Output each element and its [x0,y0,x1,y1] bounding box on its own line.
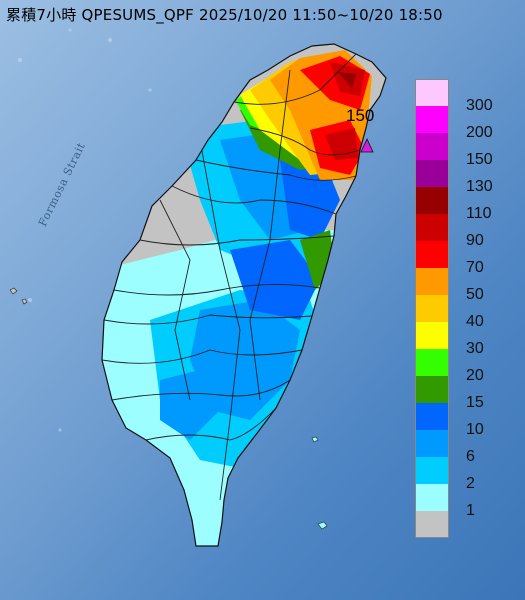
legend-label: 70 [466,259,484,276]
penghu-islands [9,287,28,305]
legend-swatch [415,214,449,241]
legend-swatch [415,295,449,322]
legend-swatch [415,187,449,214]
legend-label: 2 [466,475,475,492]
legend-label: 40 [466,313,484,330]
max-rain-label: 150 [346,106,375,125]
legend-label: 6 [466,448,475,465]
legend-label: 110 [466,205,492,222]
legend-label: 90 [466,232,484,249]
legend-label: 200 [466,124,493,141]
legend-label: 130 [466,178,493,195]
legend-swatch [415,241,449,268]
legend-swatch [415,511,449,538]
legend-swatch [415,403,449,430]
sea-speckles [18,28,152,432]
legend-label: 15 [466,394,484,411]
legend-swatch [415,268,449,295]
legend-swatch [415,79,449,106]
legend-swatch [415,376,449,403]
legend-label: 300 [466,97,493,114]
legend-swatch [415,160,449,187]
max-rain-marker-icon [360,138,374,153]
legend-swatch [415,106,449,133]
legend-swatch [415,457,449,484]
legend-label: 150 [466,151,493,168]
legend-swatch [415,430,449,457]
legend-label: 1 [466,502,475,519]
map-title: 累積7小時 QPESUMS_QPF 2025/10/20 11:50~10/20… [6,6,443,24]
legend-label: 20 [466,367,484,384]
legend-swatch [415,484,449,511]
legend-label: 10 [466,421,484,438]
county-borders [102,53,361,501]
legend-swatch [415,349,449,376]
legend-label: 30 [466,340,484,357]
legend-swatch [415,133,449,160]
color-legend [415,79,449,538]
orchid-island [317,521,328,530]
legend-swatch [415,322,449,349]
green-island [311,436,319,443]
legend-label: 50 [466,286,484,303]
